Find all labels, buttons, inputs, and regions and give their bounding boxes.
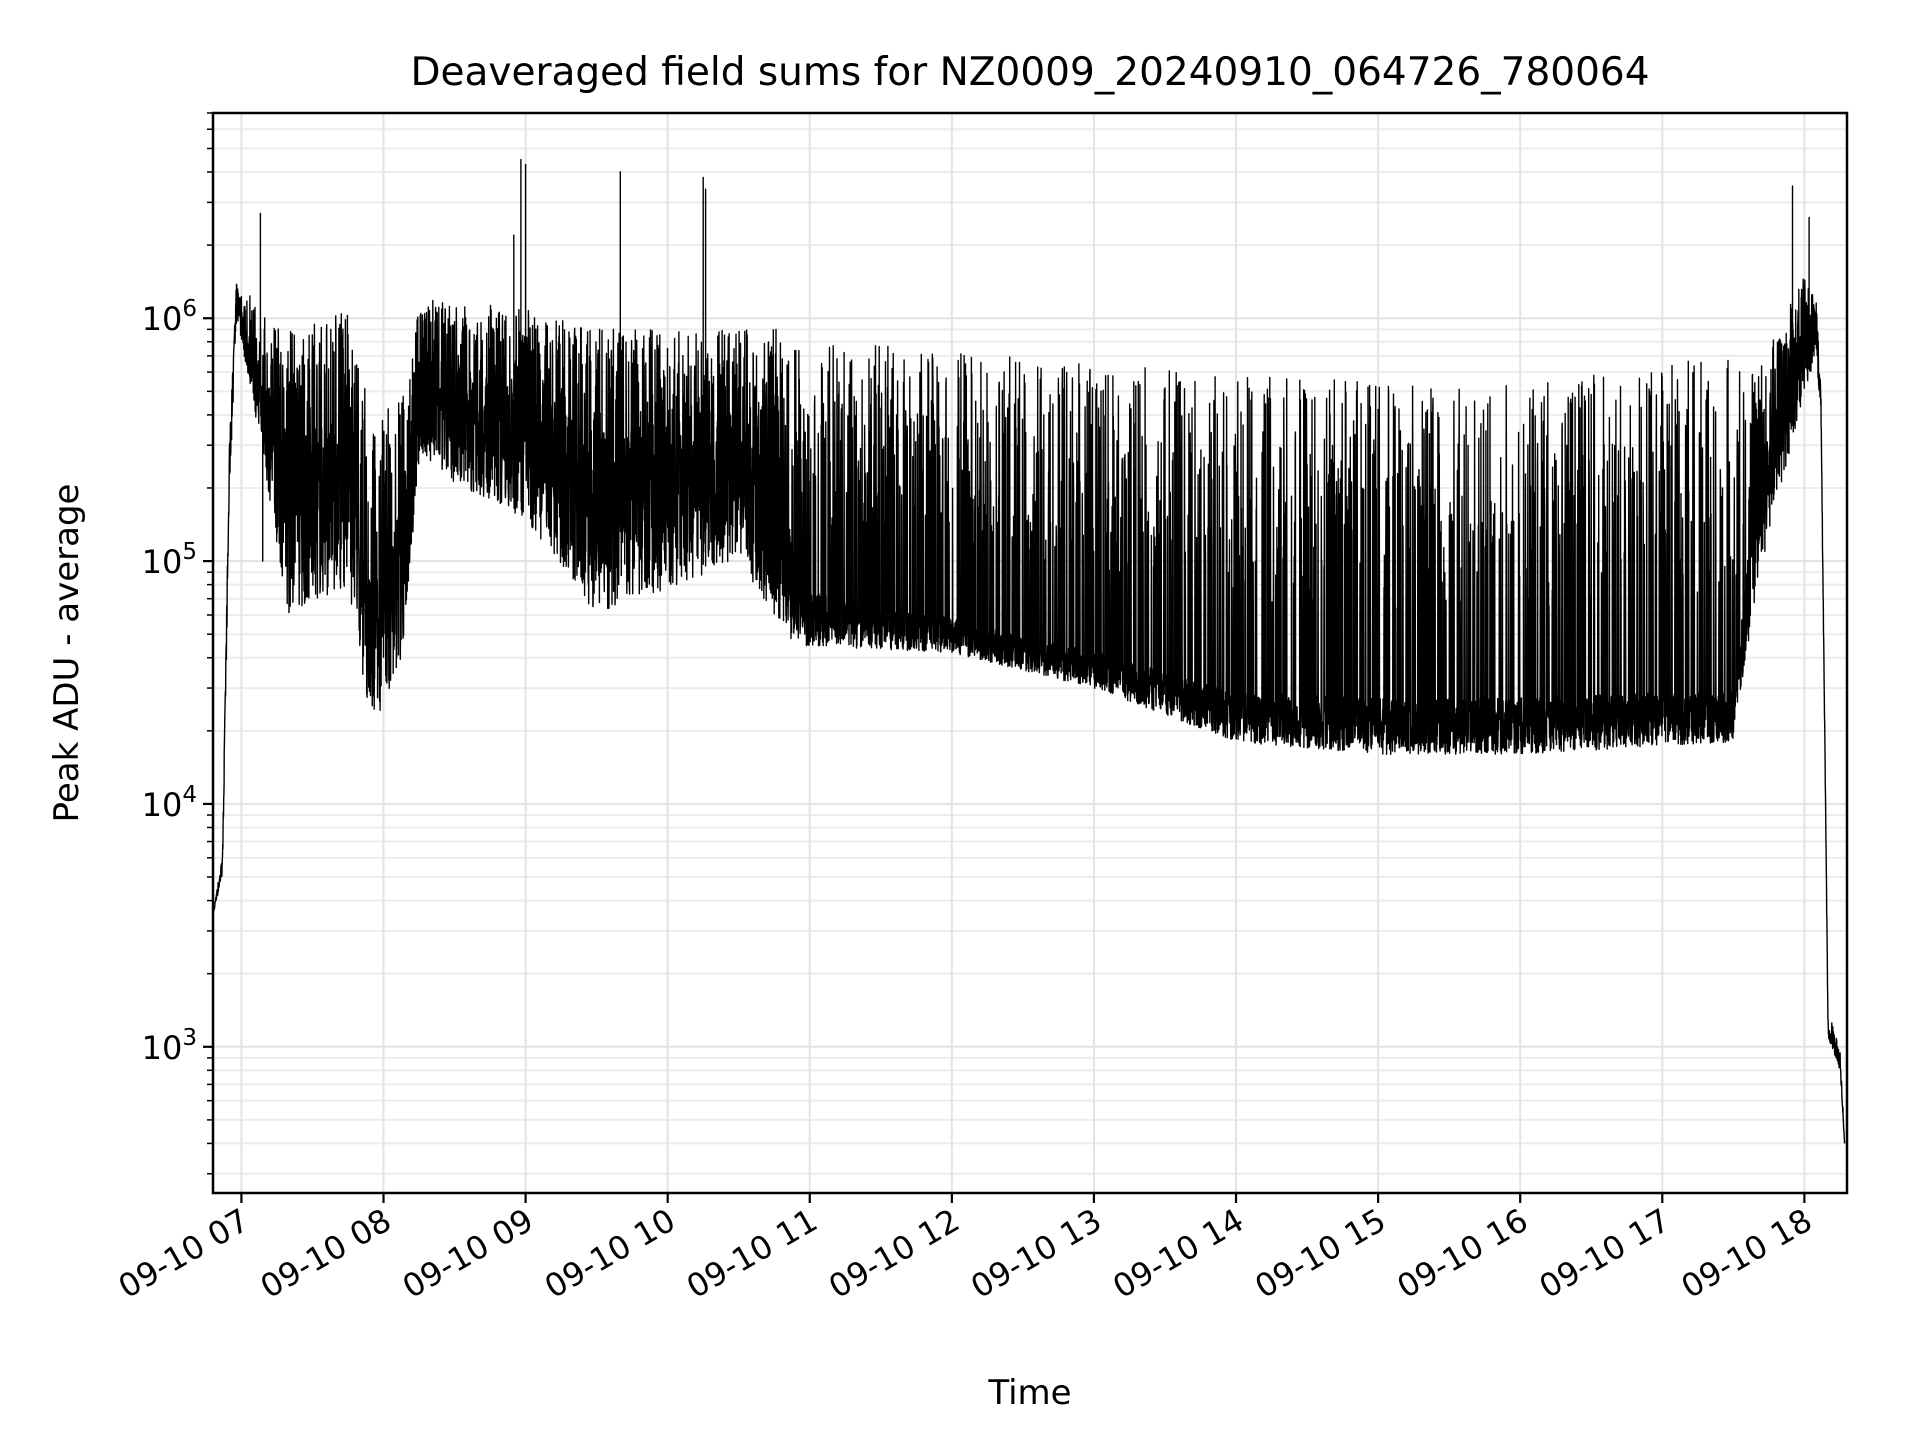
x-tick-label: 09-10 10 bbox=[538, 1201, 682, 1306]
x-tick-label: 09-10 12 bbox=[822, 1201, 966, 1306]
x-tick-label: 09-10 13 bbox=[964, 1201, 1108, 1306]
y-axis-label: Peak ADU - average bbox=[47, 484, 87, 823]
x-tick-label: 09-10 17 bbox=[1533, 1201, 1677, 1306]
y-tick-label: 104 bbox=[142, 782, 197, 824]
x-tick-label: 09-10 09 bbox=[396, 1201, 540, 1306]
y-tick-label: 103 bbox=[142, 1025, 197, 1067]
x-axis-label: Time bbox=[987, 1373, 1071, 1413]
x-tick-label: 09-10 11 bbox=[680, 1201, 824, 1306]
y-tick-labels: 103 104 105 106 bbox=[142, 296, 197, 1067]
x-tick-label: 09-10 08 bbox=[254, 1201, 398, 1306]
plot-frame bbox=[211, 111, 1849, 1195]
y-tick-label: 106 bbox=[142, 296, 197, 338]
x-tick-label: 09-10 14 bbox=[1106, 1201, 1250, 1306]
chart-title: Deaveraged field sums for NZ0009_2024091… bbox=[410, 50, 1649, 95]
x-tick-label: 09-10 15 bbox=[1249, 1201, 1393, 1306]
x-tick-label: 09-10 16 bbox=[1391, 1201, 1535, 1306]
axis-ticks bbox=[203, 112, 1806, 1203]
x-tick-label: 09-10 07 bbox=[112, 1201, 256, 1306]
y-tick-label: 105 bbox=[142, 539, 197, 581]
x-tick-label: 09-10 18 bbox=[1675, 1201, 1819, 1306]
series-line bbox=[212, 158, 1846, 1144]
